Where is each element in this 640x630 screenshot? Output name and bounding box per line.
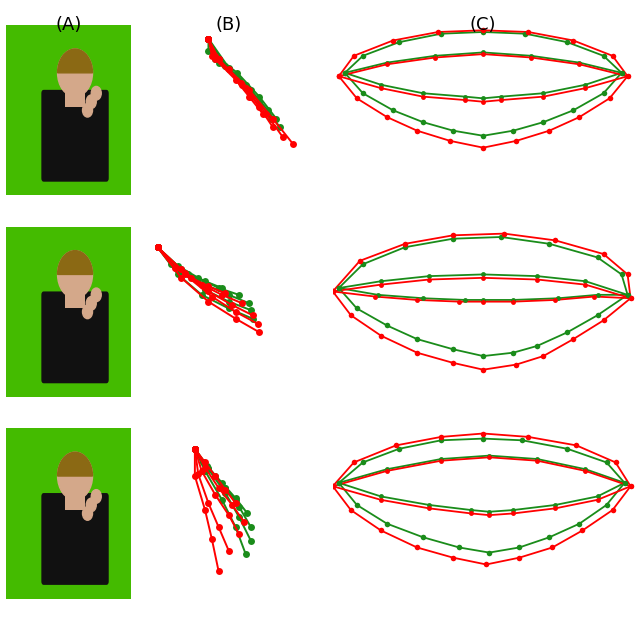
Wedge shape [58, 49, 93, 73]
Circle shape [58, 49, 93, 96]
Circle shape [83, 305, 93, 319]
Circle shape [58, 452, 93, 500]
FancyBboxPatch shape [42, 493, 109, 585]
Bar [65, 86, 85, 107]
Text: (C): (C) [470, 16, 497, 34]
Bar [65, 288, 85, 309]
Wedge shape [58, 251, 93, 275]
Text: (B): (B) [216, 16, 242, 34]
Text: (A): (A) [56, 16, 82, 34]
Circle shape [86, 297, 96, 310]
FancyBboxPatch shape [42, 292, 109, 383]
Circle shape [83, 507, 93, 520]
Bar [65, 490, 85, 510]
Circle shape [92, 86, 101, 100]
Circle shape [86, 95, 96, 108]
Circle shape [83, 103, 93, 117]
FancyBboxPatch shape [42, 90, 109, 181]
Circle shape [58, 251, 93, 298]
Circle shape [92, 288, 101, 302]
Circle shape [86, 498, 96, 512]
Wedge shape [58, 452, 93, 476]
Circle shape [92, 490, 101, 503]
